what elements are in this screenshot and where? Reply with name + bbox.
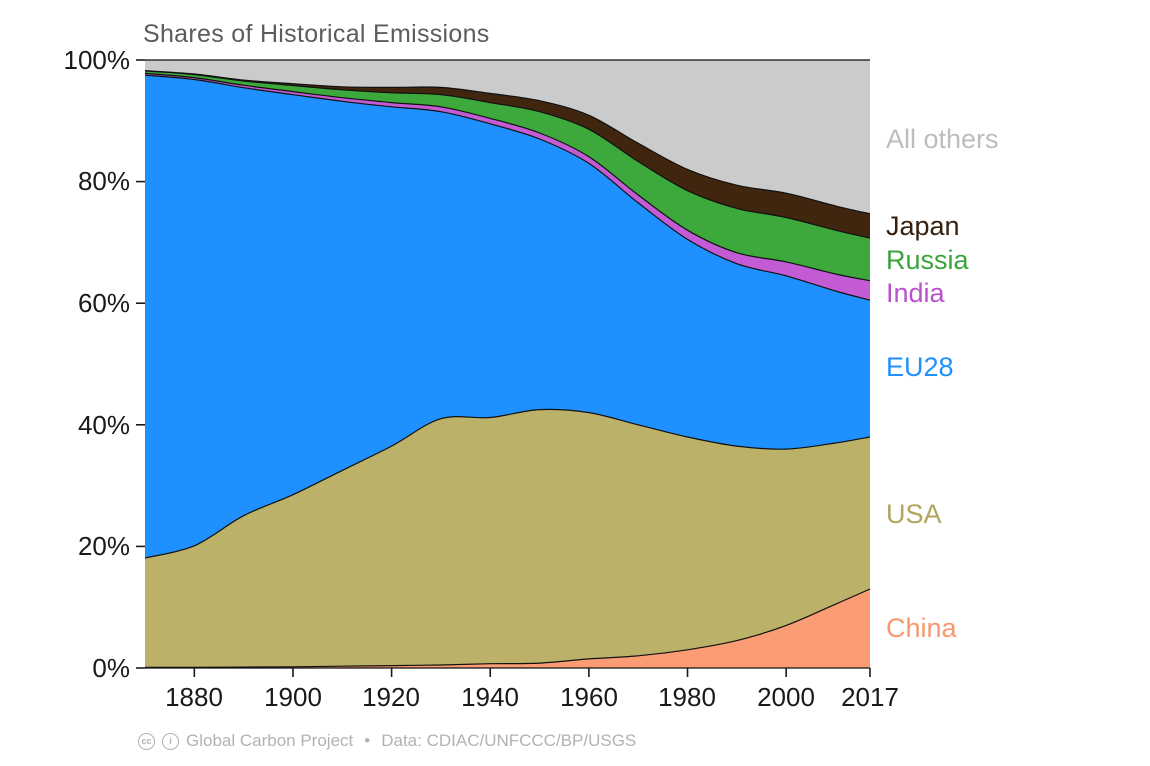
footer-attribution: cc i Global Carbon Project • Data: CDIAC… [138,731,636,751]
data-source-text: Data: CDIAC/UNFCCC/BP/USGS [381,731,637,750]
y-axis-label-100: 100% [63,45,131,75]
x-axis-label-2000: 2000 [757,682,815,712]
boundary-line-1 [145,588,871,669]
boundary-line-5 [144,70,871,239]
boundary-line-3 [144,74,871,301]
area-japan [145,70,870,239]
x-axis-label-2017: 2017 [841,682,899,712]
area-usa [145,409,870,668]
x-axis-label-1980: 1980 [658,682,716,712]
cc-icon: cc [138,732,155,750]
chart-title: Shares of Historical Emissions [143,20,490,48]
boundary-line-2 [144,408,871,559]
legend-label-usa: USA [886,499,942,529]
area-china [145,589,870,668]
legend-label-japan: Japan [886,211,960,241]
y-axis-label-40: 40% [77,410,130,440]
area-eu28 [145,75,870,558]
legend-label-russia: Russia [886,245,969,275]
y-axis-label-60: 60% [77,288,130,318]
legend-label-india: India [886,278,945,308]
x-axis-label-1880: 1880 [165,682,223,712]
by-icon: i [162,732,179,750]
area-india [145,73,870,301]
boundary-line-6 [144,70,871,215]
y-axis-label-0: 0% [92,653,130,683]
attribution-text: Global Carbon Project [186,731,354,750]
y-axis-label-20: 20% [77,531,130,561]
legend-label-china: China [886,613,957,643]
legend-label-eu28: EU28 [886,352,954,382]
x-axis-label-1940: 1940 [461,682,519,712]
area-all-others [145,60,870,214]
x-axis-label-1960: 1960 [560,682,618,712]
area-russia [145,70,870,281]
y-axis-label-80: 80% [77,166,130,196]
x-axis-label-1920: 1920 [362,682,420,712]
boundary-line-4 [144,72,871,282]
footer-separator: • [364,731,371,750]
x-axis-label-1900: 1900 [264,682,322,712]
legend-label-all-others: All others [886,124,999,154]
